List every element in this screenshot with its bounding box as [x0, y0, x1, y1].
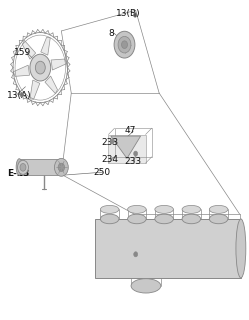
Ellipse shape [182, 214, 201, 224]
Ellipse shape [16, 159, 22, 175]
Polygon shape [108, 134, 146, 163]
Bar [19, 159, 61, 175]
Text: E-23: E-23 [7, 169, 29, 178]
Ellipse shape [100, 214, 119, 224]
Circle shape [55, 158, 68, 176]
Polygon shape [13, 65, 30, 76]
Text: 233: 233 [124, 157, 142, 166]
Circle shape [118, 36, 131, 53]
Circle shape [134, 252, 138, 257]
Circle shape [133, 13, 137, 17]
Circle shape [58, 163, 64, 172]
Circle shape [20, 164, 26, 171]
Ellipse shape [155, 205, 173, 213]
Ellipse shape [209, 214, 228, 224]
Circle shape [17, 160, 28, 174]
Polygon shape [45, 76, 58, 93]
Circle shape [114, 31, 135, 58]
Ellipse shape [155, 214, 173, 224]
Polygon shape [41, 37, 50, 55]
Text: 234: 234 [101, 155, 118, 164]
Ellipse shape [182, 205, 201, 213]
Ellipse shape [127, 214, 146, 224]
Text: 13(B): 13(B) [116, 9, 140, 18]
Text: 13(A): 13(A) [7, 91, 32, 100]
Circle shape [110, 139, 114, 144]
Text: 250: 250 [94, 168, 111, 177]
Text: 233: 233 [101, 138, 118, 147]
Text: 47: 47 [124, 126, 136, 135]
Ellipse shape [236, 219, 246, 278]
Circle shape [35, 61, 45, 74]
Polygon shape [111, 136, 141, 158]
Polygon shape [30, 80, 40, 99]
Circle shape [122, 41, 127, 49]
Polygon shape [51, 59, 66, 70]
Circle shape [30, 54, 51, 81]
Circle shape [20, 92, 23, 97]
Ellipse shape [100, 205, 119, 213]
Bar [95, 219, 241, 278]
Ellipse shape [209, 205, 228, 213]
Circle shape [134, 151, 138, 156]
Polygon shape [22, 40, 36, 59]
Ellipse shape [127, 205, 146, 213]
Text: 159: 159 [14, 48, 32, 57]
Text: 8: 8 [108, 29, 114, 38]
Ellipse shape [131, 279, 161, 293]
